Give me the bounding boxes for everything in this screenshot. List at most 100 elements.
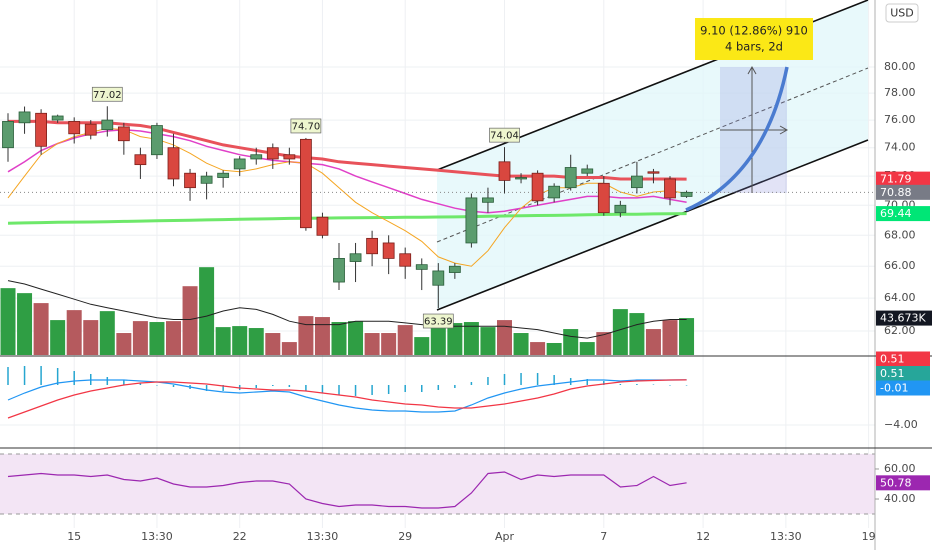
macd-histogram-bar (387, 385, 390, 394)
macd-histogram-bar (272, 385, 274, 386)
macd-histogram-bar (56, 368, 59, 385)
y-tick-label: 76.00 (884, 113, 916, 126)
candle-body (250, 154, 263, 160)
price-badge-label: -0.01 (880, 382, 908, 395)
candle-body (2, 121, 14, 149)
volume-bar (166, 321, 181, 355)
channel-lower (436, 139, 869, 311)
volume-bar (645, 329, 661, 355)
x-tick-label: 29 (398, 530, 412, 543)
volume-bar (232, 326, 248, 355)
macd-histogram-bar (503, 374, 506, 385)
volume-bar (132, 321, 148, 355)
macd-histogram-bar (404, 385, 406, 392)
volume-bar (397, 325, 413, 355)
macd-histogram-bar (636, 384, 638, 385)
y-tick-label: 68.00 (884, 228, 916, 241)
candle-body (366, 237, 379, 255)
macd-histogram-bar (536, 373, 539, 385)
candle-body (597, 182, 610, 214)
x-tick-label: Apr (495, 530, 515, 543)
candle-body (647, 171, 660, 174)
macd-histogram-bar (354, 385, 357, 396)
y-tick-label: 60.00 (884, 462, 916, 475)
candle-body (18, 111, 31, 124)
price-badge-label: 69.44 (880, 207, 912, 220)
macd-histogram-bar (437, 385, 440, 390)
x-tick-label: 22 (233, 530, 247, 543)
volume-bar (298, 316, 314, 355)
volume-bar (331, 322, 347, 355)
macd-histogram-bar (553, 375, 555, 385)
price-annotation: 63.39 (424, 317, 453, 328)
macd-histogram-bar (520, 373, 522, 385)
volume-bar (248, 328, 264, 355)
measure-arrowhead-v (747, 65, 757, 75)
projection-curve (685, 66, 789, 212)
y-tick-label: 62.00 (884, 324, 916, 337)
volume-bar (414, 337, 430, 355)
volume-bar (265, 333, 281, 355)
price-badge (876, 310, 932, 326)
candle-body (68, 121, 81, 135)
price-badge (876, 184, 930, 200)
volume-bar (50, 320, 66, 355)
volume-bar (364, 333, 380, 355)
volume-bar (381, 333, 397, 355)
macd-histogram-bar (255, 385, 257, 388)
macd-line (7, 379, 687, 413)
x-tick-label: 7 (600, 530, 607, 543)
volume-bar (33, 303, 49, 355)
rsi-band-fill (0, 453, 875, 515)
volume-bar (447, 323, 463, 355)
price-badge (876, 206, 930, 222)
macd-histogram-bar (156, 385, 158, 386)
macd-histogram-bar (603, 381, 605, 385)
candle-body (581, 168, 594, 174)
volume-bar (116, 333, 132, 355)
x-tick-label: 13:30 (307, 530, 339, 543)
volume-bar (66, 310, 82, 355)
macd-histogram-bar (338, 385, 340, 395)
macd-histogram-bar (288, 385, 291, 387)
candle-body (299, 138, 312, 229)
candle-body (631, 175, 643, 189)
price-annotation-box (290, 118, 322, 134)
volume-bar (563, 329, 579, 355)
macd-histogram-bar (421, 385, 423, 392)
macd-histogram-bar (7, 367, 9, 385)
macd-histogram-bar (205, 385, 208, 391)
y-tick-label: −4.00 (884, 418, 918, 431)
price-annotation: 74.04 (490, 131, 519, 142)
candle-body (498, 161, 511, 181)
candle-body (101, 119, 114, 131)
price-annotation: 77.02 (93, 90, 122, 101)
currency-box[interactable] (885, 3, 919, 23)
x-tick-label: 15 (67, 530, 81, 543)
y-tick-label: 40.00 (884, 492, 916, 505)
candle-body (117, 126, 130, 142)
candle-body (316, 216, 329, 236)
price-annotation-box (422, 313, 454, 329)
candle-body (151, 125, 163, 156)
volume-bar (281, 342, 297, 355)
volume-bar (0, 288, 16, 355)
candle-body (415, 264, 428, 270)
candle-body (266, 147, 279, 160)
price-badge-label: 0.51 (880, 353, 905, 366)
candle-body (432, 270, 445, 286)
candle-body (349, 253, 362, 262)
price-badge (876, 171, 930, 187)
macd-histogram-bar (123, 380, 125, 385)
macd-histogram-bar (172, 385, 175, 387)
macd-histogram-bar (685, 385, 688, 386)
macd-histogram-bar (222, 385, 224, 391)
volume-bar (149, 322, 165, 355)
candle-body (333, 258, 345, 283)
macd-histogram-bar (669, 385, 671, 386)
candle-body (167, 147, 180, 180)
candle-body (84, 123, 97, 136)
